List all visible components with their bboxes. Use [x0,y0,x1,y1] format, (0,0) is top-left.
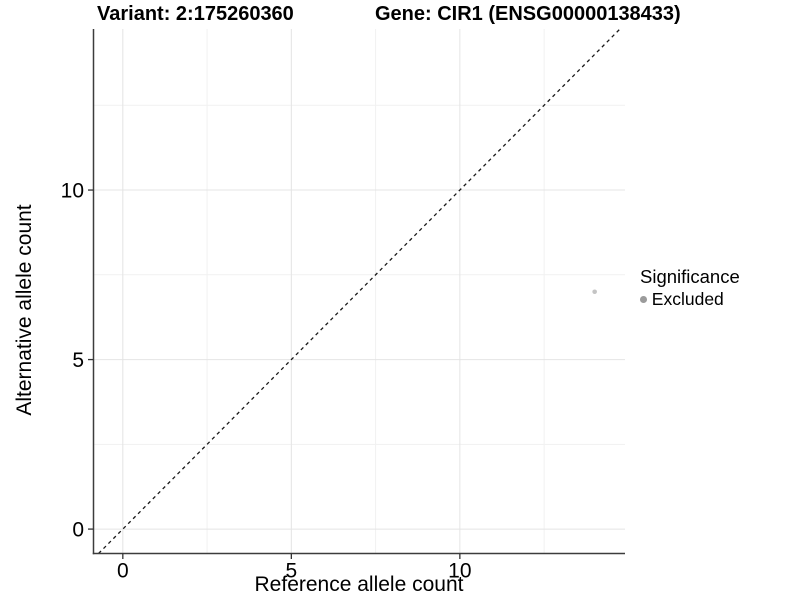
data-point-excluded [592,289,597,295]
legend-item-excluded: Excluded [640,289,740,310]
legend-item-label: Excluded [651,289,724,309]
y-tick-label: 0 [72,519,84,542]
y-tick-label: 10 [61,180,84,203]
legend: Significance Excluded [640,266,740,310]
x-tick-label: 10 [448,560,471,583]
title-variant: Variant: 2:175260360 [97,3,294,25]
legend-title: Significance [640,266,740,287]
y-tick-label: 5 [72,349,84,372]
x-axis-title: Reference allele count [254,573,464,596]
title-gene: Gene: CIR1 (ENSG00000138433) [375,3,681,25]
x-tick-label: 0 [117,560,129,583]
identity-line [98,28,621,554]
legend-key-point-icon [640,296,647,303]
x-tick-label: 5 [285,560,297,583]
